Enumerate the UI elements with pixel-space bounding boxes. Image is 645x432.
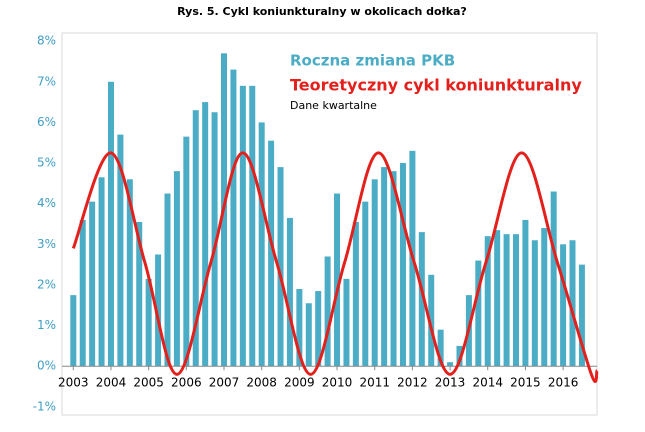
x-tick-label: 2013 [435, 376, 466, 390]
y-tick-label: 5% [37, 156, 56, 170]
bar [437, 329, 444, 367]
bar [390, 171, 397, 367]
x-tick-label: 2015 [510, 376, 541, 390]
x-tick-label: 2005 [133, 376, 164, 390]
x-tick-label: 2004 [96, 376, 127, 390]
x-tick-label: 2006 [171, 376, 202, 390]
bar [381, 167, 388, 367]
x-tick-label: 2007 [209, 376, 240, 390]
y-tick-label: 0% [37, 359, 56, 373]
x-tick-label: 2008 [246, 376, 277, 390]
bar [418, 232, 425, 367]
bar [296, 289, 303, 367]
bar [315, 291, 322, 367]
bar [560, 244, 567, 367]
bar [249, 85, 256, 367]
bar [352, 221, 359, 367]
bar [145, 278, 152, 367]
bar [447, 362, 454, 367]
bar [484, 236, 491, 367]
bar [550, 191, 557, 367]
bar [239, 85, 246, 367]
bar [211, 112, 218, 367]
bar [202, 102, 209, 367]
cycle-line [71, 151, 599, 383]
bar [107, 81, 114, 367]
bar [494, 230, 501, 367]
y-tick-label: 8% [37, 34, 56, 48]
bar [79, 219, 86, 367]
x-tick-label: 2012 [397, 376, 428, 390]
x-tick-label: 2014 [472, 376, 503, 390]
y-tick-label: 1% [37, 318, 56, 332]
bar [258, 122, 265, 367]
bar [173, 171, 180, 367]
bar [89, 201, 96, 367]
bar [522, 219, 529, 367]
bar [70, 295, 77, 367]
bar [164, 193, 171, 367]
note: Dane kwartalne [290, 99, 377, 112]
bar [343, 278, 350, 367]
bar [98, 177, 105, 367]
x-tick-label: 2016 [548, 376, 579, 390]
y-tick-label: 7% [37, 74, 56, 88]
plot-frame [61, 32, 598, 416]
bar [578, 264, 585, 367]
bar [136, 221, 143, 367]
bar [277, 167, 284, 367]
bar [371, 179, 378, 367]
bar [230, 69, 237, 367]
x-tick-label: 2010 [322, 376, 353, 390]
bar [192, 110, 199, 367]
y-tick-label: 2% [37, 277, 56, 291]
bar [286, 217, 293, 367]
y-tick-label: 6% [37, 115, 56, 129]
bar [456, 345, 463, 367]
x-tick-label: 2011 [359, 376, 390, 390]
bar [512, 234, 519, 367]
legend-line: Teoretyczny cykl koniunkturalny [290, 76, 582, 95]
bar [324, 256, 331, 367]
y-tick-label: 3% [37, 237, 56, 251]
bar [475, 260, 482, 367]
bar [183, 136, 190, 367]
y-tick-label: 4% [37, 196, 56, 210]
y-tick-label: -1% [33, 399, 56, 413]
legend-bar: Roczna zmiana PKB [290, 52, 455, 70]
bar [541, 228, 548, 367]
bar [531, 240, 538, 367]
chart-title: Rys. 5. Cykl koniunkturalny w okolicach … [177, 5, 467, 18]
x-tick-label: 2009 [284, 376, 315, 390]
bar [362, 201, 369, 367]
bar [126, 179, 133, 367]
bar [334, 193, 341, 367]
bar [305, 303, 312, 367]
x-tick-label: 2003 [58, 376, 89, 390]
bar [155, 254, 162, 367]
bar [503, 234, 510, 367]
bar [117, 134, 124, 367]
bar [428, 274, 435, 367]
bar [569, 240, 576, 367]
bar [268, 140, 275, 367]
bar [399, 163, 406, 367]
